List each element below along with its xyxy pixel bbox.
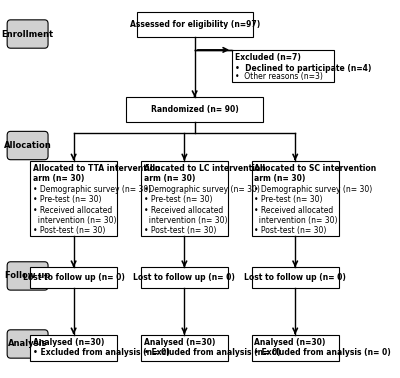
Text: Lost to follow up (n= 0): Lost to follow up (n= 0) bbox=[244, 273, 346, 282]
FancyBboxPatch shape bbox=[30, 335, 117, 361]
Text: •  Other reasons (n=3): • Other reasons (n=3) bbox=[235, 73, 323, 81]
Text: • Demographic survey (n= 30)
• Pre-test (n= 30)
• Received allocated
  intervent: • Demographic survey (n= 30) • Pre-test … bbox=[33, 185, 151, 235]
FancyBboxPatch shape bbox=[141, 268, 228, 288]
Text: Allocated to TTA intervention
arm (n= 30): Allocated to TTA intervention arm (n= 30… bbox=[33, 164, 160, 183]
Text: Randomized (n= 90): Randomized (n= 90) bbox=[151, 105, 238, 114]
FancyBboxPatch shape bbox=[30, 161, 117, 236]
FancyBboxPatch shape bbox=[126, 98, 263, 122]
Text: Allocated to SC intervention
arm (n= 30): Allocated to SC intervention arm (n= 30) bbox=[254, 164, 377, 183]
FancyBboxPatch shape bbox=[141, 161, 228, 236]
Text: Lost to follow up (n= 0): Lost to follow up (n= 0) bbox=[23, 273, 124, 282]
Text: • Demographic survey (n= 30)
• Pre-test (n= 30)
• Received allocated
  intervent: • Demographic survey (n= 30) • Pre-test … bbox=[254, 185, 373, 235]
FancyBboxPatch shape bbox=[7, 330, 48, 358]
Text: Analysed (n=30)
• Excluded from analysis (n= 0): Analysed (n=30) • Excluded from analysis… bbox=[33, 338, 170, 357]
FancyBboxPatch shape bbox=[7, 262, 48, 290]
Text: Assessed for eligibility (n=97): Assessed for eligibility (n=97) bbox=[130, 20, 260, 29]
Text: Enrollment: Enrollment bbox=[2, 29, 54, 39]
Text: Excluded (n=7)
•  Declined to participate (n=4): Excluded (n=7) • Declined to participate… bbox=[235, 53, 371, 73]
FancyBboxPatch shape bbox=[7, 132, 48, 160]
FancyBboxPatch shape bbox=[141, 335, 228, 361]
Text: •Demographic survey (n= 30)
• Pre-test (n= 30)
• Received allocated
  interventi: •Demographic survey (n= 30) • Pre-test (… bbox=[144, 185, 260, 235]
FancyBboxPatch shape bbox=[137, 12, 252, 37]
FancyBboxPatch shape bbox=[252, 268, 339, 288]
Text: Allocated to LC intervention
arm (n= 30): Allocated to LC intervention arm (n= 30) bbox=[144, 164, 266, 183]
FancyBboxPatch shape bbox=[252, 161, 339, 236]
Text: Follow up: Follow up bbox=[5, 271, 50, 280]
Text: Analysed (n=30)
• Excluded from analysis (n= 0): Analysed (n=30) • Excluded from analysis… bbox=[144, 338, 280, 357]
FancyBboxPatch shape bbox=[232, 50, 334, 82]
Text: Allocation: Allocation bbox=[4, 141, 52, 150]
Text: Analysis: Analysis bbox=[8, 339, 47, 349]
FancyBboxPatch shape bbox=[252, 335, 339, 361]
Text: Analysed (n=30)
• Excluded from analysis (n= 0): Analysed (n=30) • Excluded from analysis… bbox=[254, 338, 391, 357]
FancyBboxPatch shape bbox=[7, 20, 48, 48]
FancyBboxPatch shape bbox=[30, 268, 117, 288]
Text: Lost to follow up (n= 0): Lost to follow up (n= 0) bbox=[134, 273, 235, 282]
